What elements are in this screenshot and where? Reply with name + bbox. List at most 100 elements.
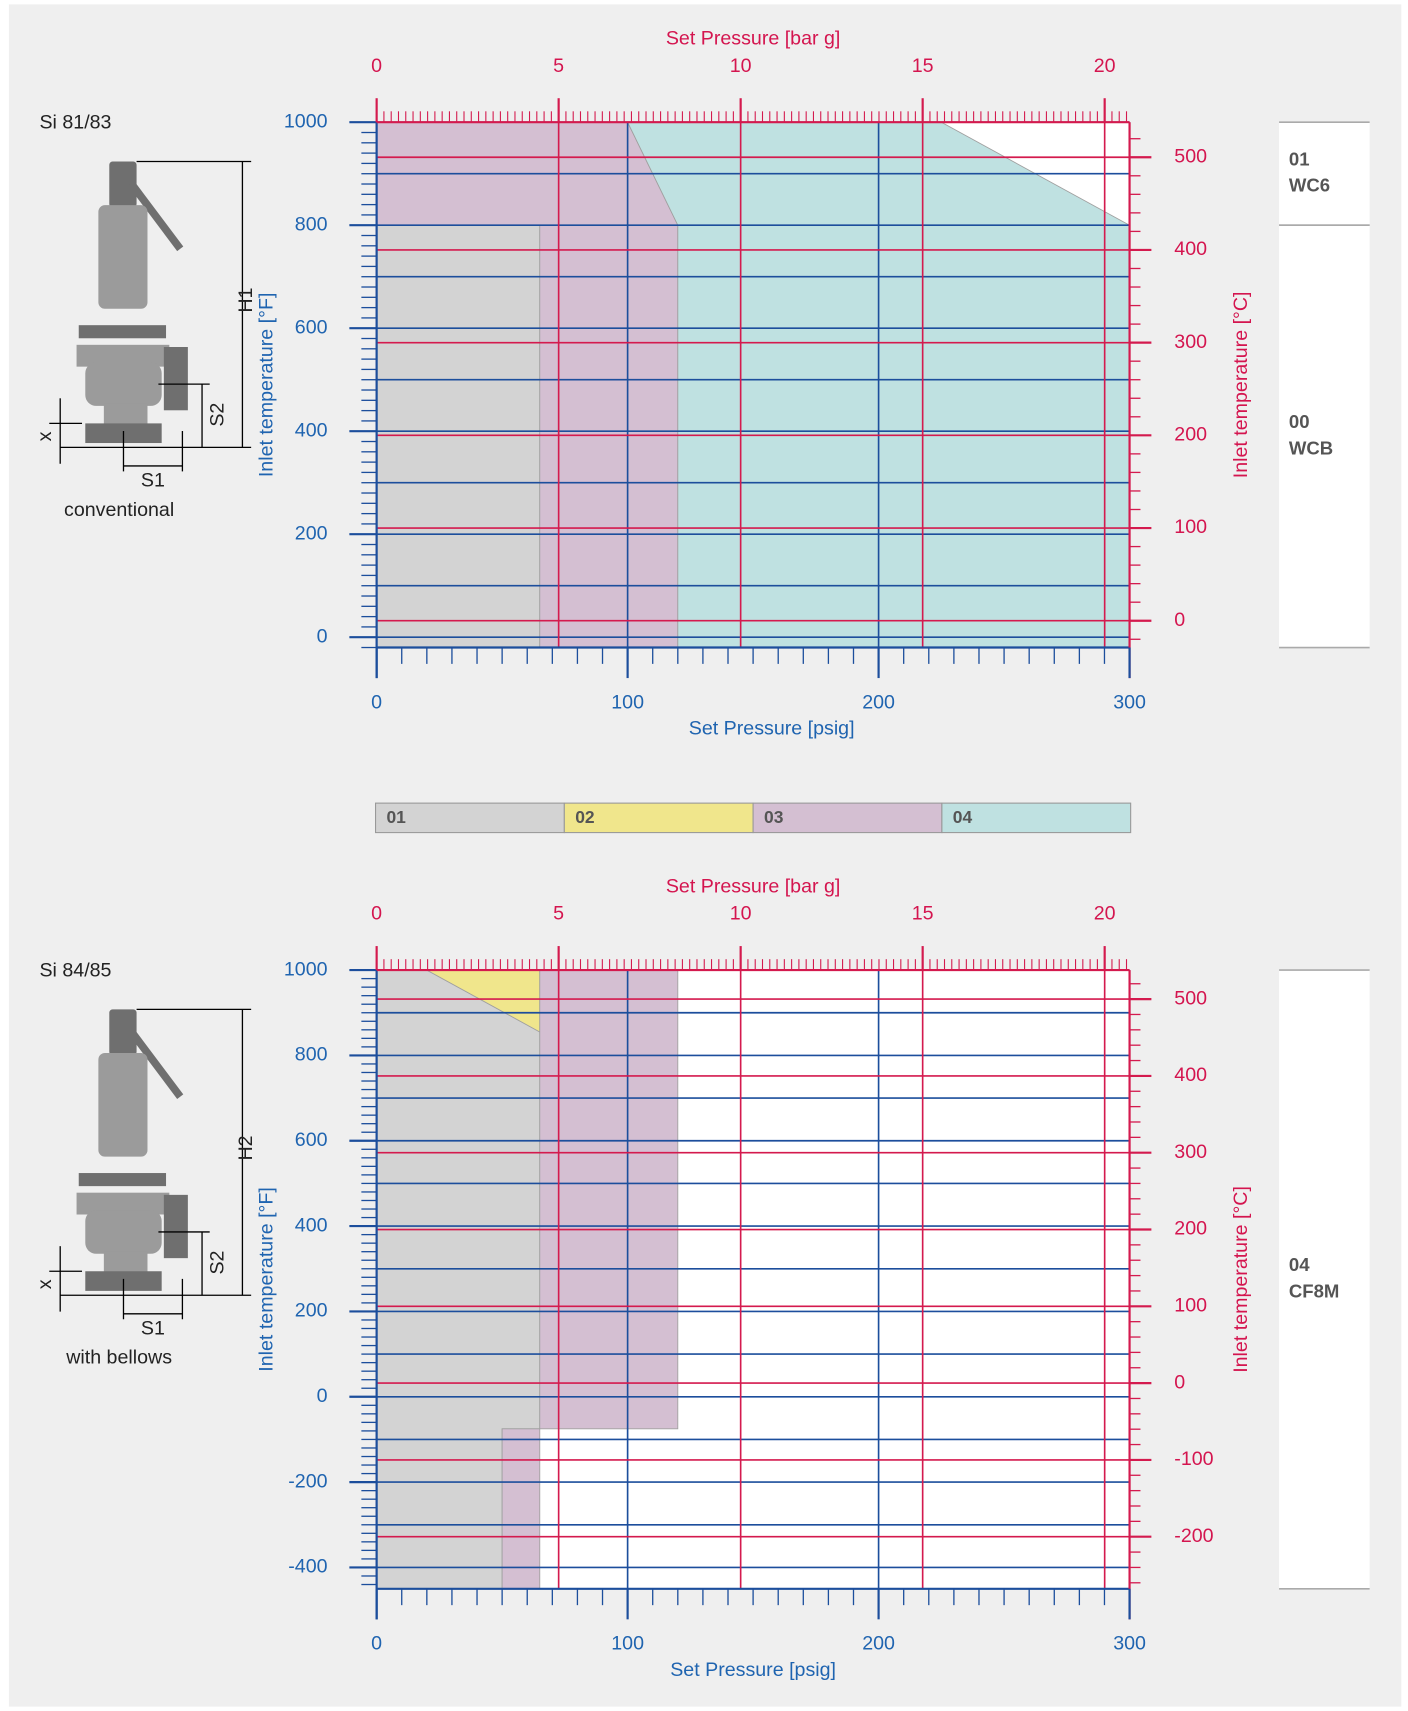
x2-axis-title: Set Pressure [bar g] [666, 27, 841, 49]
y2-axis-title: Inlet temperature [°C] [1230, 291, 1252, 478]
x2-tick-label: 15 [912, 903, 934, 925]
x-axis-title: Set Pressure [psig] [689, 718, 855, 740]
y2-tick-label: 500 [1174, 145, 1207, 167]
x2-tick-label: 0 [371, 55, 382, 77]
y-tick-label: 1000 [284, 958, 328, 980]
valve-part [85, 1210, 162, 1254]
valve-part [76, 344, 170, 367]
valve-part [103, 1251, 148, 1274]
y-tick-label: 800 [295, 1044, 328, 1066]
dimension-label: H2 [235, 1135, 257, 1160]
y2-tick-label: 500 [1174, 987, 1207, 1009]
dimension-label: x [34, 431, 56, 441]
y2-tick-label: 100 [1174, 516, 1207, 538]
y-tick-label: 200 [295, 522, 328, 544]
valve-part [163, 347, 188, 411]
x2-axis-title: Set Pressure [bar g] [666, 875, 841, 897]
x-tick-label: 200 [862, 1633, 895, 1655]
dimension-label: S1 [141, 1317, 165, 1339]
legend-label: 02 [575, 807, 594, 827]
x-tick-label: 0 [371, 1633, 382, 1655]
x-tick-label: 200 [862, 691, 895, 713]
x2-tick-label: 20 [1094, 55, 1116, 77]
y2-tick-label: 200 [1174, 424, 1207, 446]
valve-lever [128, 181, 184, 252]
legend-swatch [563, 802, 754, 834]
material-code: 01 [1289, 149, 1310, 170]
y-tick-label: -400 [288, 1556, 327, 1578]
region [376, 224, 541, 648]
y2-tick-label: -100 [1174, 1448, 1213, 1470]
material-name: WC6 [1289, 175, 1330, 196]
legend-swatch [375, 802, 565, 834]
y2-tick-label: 100 [1174, 1294, 1207, 1316]
y-tick-label: 0 [317, 625, 328, 647]
y-tick-label: 0 [317, 1385, 328, 1407]
dimension-label: x [34, 1279, 56, 1289]
valve-lever [128, 1028, 184, 1099]
valve-part [98, 205, 148, 309]
y2-tick-label: 400 [1174, 1064, 1207, 1086]
dimension-label: S2 [207, 1251, 229, 1275]
x2-tick-label: 10 [730, 55, 752, 77]
valve-part [103, 403, 148, 426]
valve-part [76, 1192, 170, 1215]
y-tick-label: 400 [295, 1214, 328, 1236]
y-tick-label: 600 [295, 1129, 328, 1151]
x-tick-label: 0 [371, 691, 382, 713]
x-tick-label: 100 [611, 1633, 644, 1655]
y-tick-label: 1000 [284, 110, 328, 132]
legend-label: 04 [953, 807, 973, 827]
x2-tick-label: 5 [553, 903, 564, 925]
figure-caption: conventional [64, 499, 174, 521]
y2-axis-title: Inlet temperature [°C] [1230, 1186, 1252, 1373]
y2-tick-label: 0 [1174, 609, 1185, 631]
y-axis-title: Inlet temperature [°F] [256, 1187, 278, 1372]
y2-tick-label: -200 [1174, 1525, 1213, 1547]
x-tick-label: 300 [1113, 691, 1146, 713]
valve-part [163, 1194, 188, 1259]
x2-tick-label: 0 [371, 903, 382, 925]
x2-tick-label: 5 [553, 55, 564, 77]
valve-part [78, 325, 167, 339]
y2-tick-label: 300 [1174, 1141, 1207, 1163]
valve-part [78, 1173, 167, 1187]
model-label: Si 84/85 [39, 959, 111, 981]
figure-caption: with bellows [65, 1347, 172, 1369]
y-tick-label: 200 [295, 1300, 328, 1322]
legend-label: 03 [764, 807, 784, 827]
y2-tick-label: 0 [1174, 1371, 1185, 1393]
valve-part [109, 161, 137, 208]
x-tick-label: 100 [611, 691, 644, 713]
y-tick-label: 800 [295, 213, 328, 235]
y-axis-title: Inlet temperature [°F] [256, 293, 278, 478]
material-name: WCB [1289, 437, 1333, 458]
dimension-label: H1 [235, 288, 257, 313]
valve-part [85, 362, 162, 406]
material-band [1279, 225, 1370, 648]
material-code: 04 [1289, 1254, 1310, 1275]
y2-tick-label: 200 [1174, 1218, 1207, 1240]
x2-tick-label: 15 [912, 55, 934, 77]
material-name: CF8M [1289, 1280, 1340, 1301]
y2-tick-label: 400 [1174, 238, 1207, 260]
legend-swatch [752, 802, 943, 834]
material-code: 00 [1289, 411, 1310, 432]
y-tick-label: 600 [295, 316, 328, 338]
x-axis-title: Set Pressure [psig] [670, 1659, 836, 1681]
material-band [1279, 122, 1370, 226]
dimension-label: S2 [207, 403, 229, 427]
valve-part [98, 1053, 148, 1157]
x2-tick-label: 10 [730, 903, 752, 925]
legend-label: 01 [386, 807, 406, 827]
y-tick-label: 400 [295, 419, 328, 441]
y-tick-label: -200 [288, 1470, 327, 1492]
x2-tick-label: 20 [1094, 903, 1116, 925]
dimension-label: S1 [141, 469, 165, 491]
legend-swatch [941, 802, 1132, 834]
material-band [1279, 970, 1370, 1589]
valve-part [109, 1009, 137, 1056]
